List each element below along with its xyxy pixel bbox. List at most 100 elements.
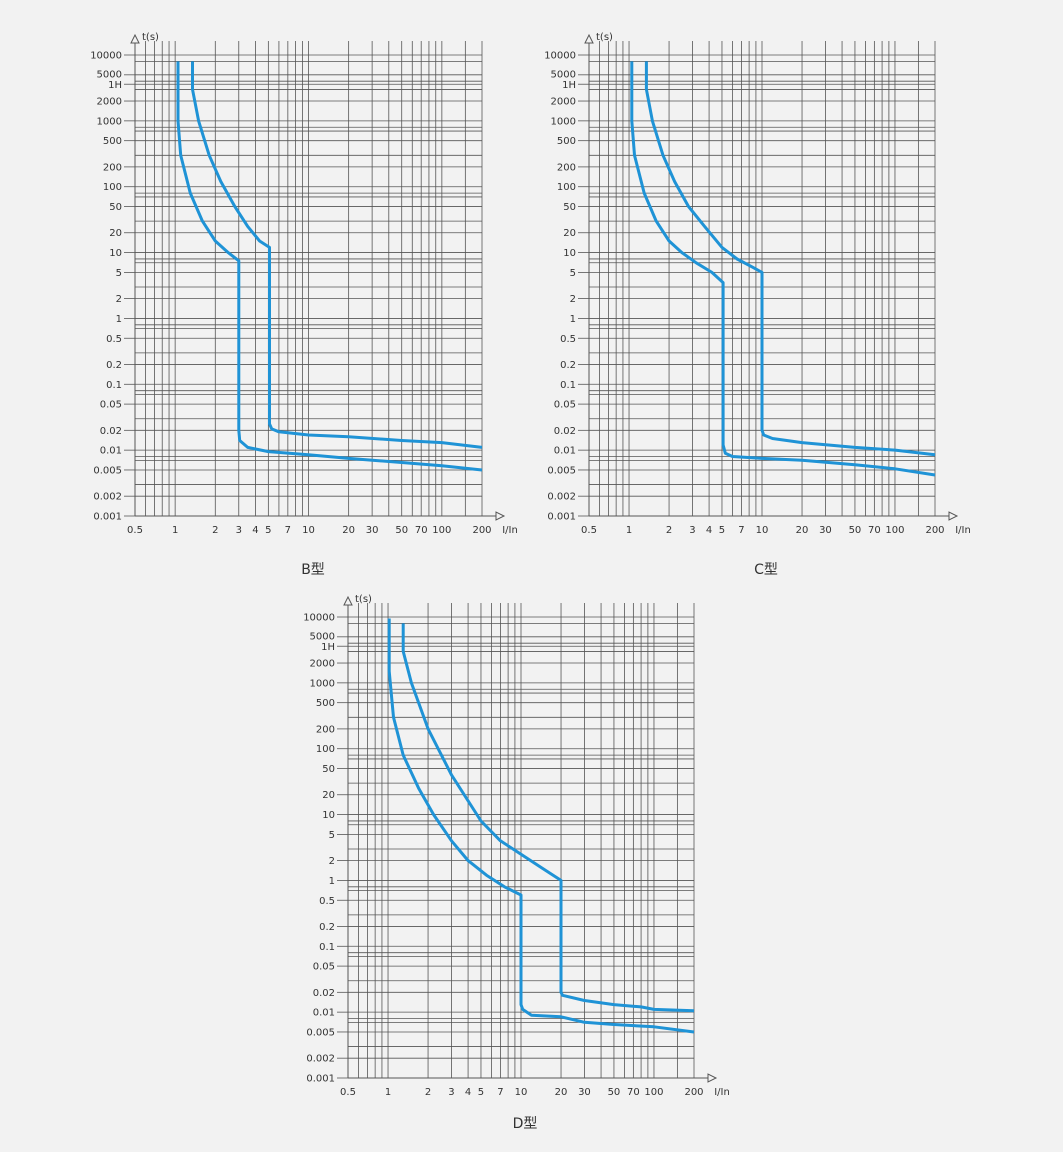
y-axis-arrow xyxy=(343,595,353,606)
y-tick-label: 0.01 xyxy=(554,446,576,457)
x-tick-label: 2 xyxy=(425,1087,431,1098)
y-tick-label: 1000 xyxy=(97,116,122,127)
x-axis-arrow xyxy=(495,511,506,521)
caption-d-type: D型 xyxy=(512,1116,538,1132)
y-tick-label: 0.5 xyxy=(106,334,122,345)
y-tick-label: 0.001 xyxy=(547,512,576,523)
y-tick-label: 0.02 xyxy=(100,426,122,437)
x-tick-label: 1 xyxy=(626,525,632,536)
x-tick-label: 2 xyxy=(666,525,672,536)
axes xyxy=(130,33,506,521)
x-tick-label: 1 xyxy=(172,525,178,536)
x-tick-label: 10 xyxy=(302,525,315,536)
x-tick-label: 3 xyxy=(448,1087,454,1098)
x-tick-label: 50 xyxy=(608,1087,621,1098)
y-tick-label: 0.1 xyxy=(560,380,576,391)
y-tick-label: 50 xyxy=(563,202,576,213)
x-axis-arrow xyxy=(707,1073,718,1083)
x-tick-label: 4 xyxy=(706,525,712,536)
x-tick-label: 5 xyxy=(478,1087,484,1098)
y-tick-label: 50 xyxy=(109,202,122,213)
y-tick-label: 0.5 xyxy=(560,334,576,345)
x-tick-label: 100 xyxy=(644,1087,663,1098)
y-tick-label: 100 xyxy=(316,744,335,755)
y-tick-label: 500 xyxy=(316,698,335,709)
series-line-upper xyxy=(401,623,695,1013)
y-tick-label: 2000 xyxy=(310,659,335,670)
caption-c-type: C型 xyxy=(754,562,778,578)
x-tick-label: 20 xyxy=(342,525,355,536)
y-tick-label: 0.02 xyxy=(313,988,335,999)
y-tick-label: 1 xyxy=(329,876,335,887)
series-line-upper xyxy=(644,61,936,457)
x-tick-label: 100 xyxy=(885,525,904,536)
y-tick-label: 500 xyxy=(103,136,122,147)
y-tick-label: 20 xyxy=(109,228,122,239)
x-tick-label: 5 xyxy=(265,525,271,536)
y-tick-label: 20 xyxy=(563,228,576,239)
x-axis-label: I/In xyxy=(502,525,518,536)
axes xyxy=(343,595,718,1083)
y-tick-label: 0.01 xyxy=(313,1008,335,1019)
x-tick-label: 7 xyxy=(738,525,744,536)
series-line-lower xyxy=(176,61,483,472)
x-tick-label: 200 xyxy=(684,1087,703,1098)
y-tick-label: 20 xyxy=(322,790,335,801)
y-tick-label: 0.1 xyxy=(106,380,122,391)
y-axis-label: t(s) xyxy=(355,594,372,605)
y-tick-label: 10000 xyxy=(90,51,122,62)
x-tick-label: 0.5 xyxy=(581,525,597,536)
x-tick-label: 20 xyxy=(796,525,809,536)
series-line-lower xyxy=(630,61,936,477)
grid xyxy=(135,41,483,517)
x-axis-label: I/In xyxy=(714,1087,730,1098)
y-tick-label: 2 xyxy=(329,856,335,867)
y-tick-label: 0.001 xyxy=(93,512,122,523)
x-tick-label: 200 xyxy=(472,525,491,536)
x-tick-label: 5 xyxy=(719,525,725,536)
y-tick-label: 0.05 xyxy=(313,962,335,973)
y-tick-label: 10000 xyxy=(544,51,576,62)
y-tick-label: 2 xyxy=(570,294,576,305)
x-tick-label: 30 xyxy=(819,525,832,536)
y-tick-label: 0.002 xyxy=(93,492,122,503)
y-axis-arrow xyxy=(130,33,140,44)
x-tick-label: 30 xyxy=(366,525,379,536)
y-tick-label: 0.5 xyxy=(319,896,335,907)
y-tick-label: 1000 xyxy=(310,678,335,689)
x-tick-label: 70 xyxy=(415,525,428,536)
y-tick-label: 10 xyxy=(322,810,335,821)
y-tick-label: 100 xyxy=(557,182,576,193)
y-tick-label: 0.005 xyxy=(547,465,576,476)
y-tick-label: 1 xyxy=(570,314,576,325)
x-tick-label: 200 xyxy=(925,525,944,536)
x-tick-label: 70 xyxy=(627,1087,640,1098)
x-tick-label: 50 xyxy=(395,525,408,536)
y-tick-label: 0.2 xyxy=(560,360,576,371)
y-tick-label: 0.002 xyxy=(306,1054,335,1065)
y-tick-label: 1 xyxy=(116,314,122,325)
y-tick-label: 2000 xyxy=(97,97,122,108)
y-tick-label: 10 xyxy=(109,248,122,259)
y-tick-label: 0.05 xyxy=(554,400,576,411)
x-tick-label: 100 xyxy=(432,525,451,536)
y-tick-label: 5000 xyxy=(97,69,122,80)
x-tick-label: 50 xyxy=(849,525,862,536)
series-line-lower xyxy=(387,618,695,1034)
y-tick-label: 1H xyxy=(108,80,122,91)
y-tick-label: 0.2 xyxy=(319,922,335,933)
y-tick-label: 0.005 xyxy=(306,1027,335,1038)
series-line-upper xyxy=(191,61,483,449)
y-tick-label: 0.002 xyxy=(547,492,576,503)
y-tick-label: 50 xyxy=(322,764,335,775)
y-tick-label: 0.1 xyxy=(319,942,335,953)
y-tick-label: 2 xyxy=(116,294,122,305)
y-tick-label: 5 xyxy=(329,830,335,841)
x-tick-label: 10 xyxy=(515,1087,528,1098)
y-tick-label: 0.2 xyxy=(106,360,122,371)
x-tick-label: 20 xyxy=(555,1087,568,1098)
